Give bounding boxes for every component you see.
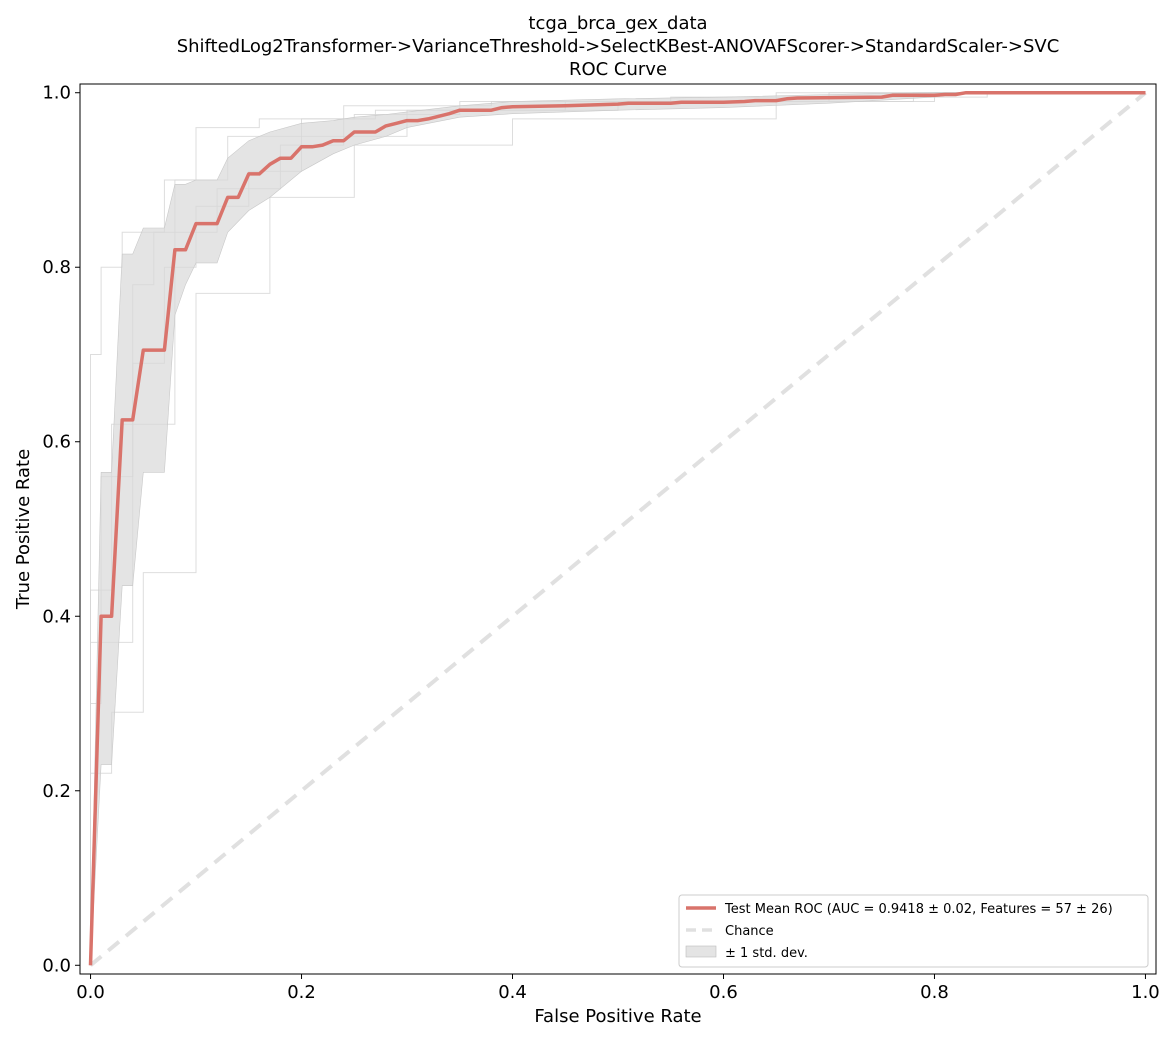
chance-layer — [89, 91, 1147, 967]
mean-roc-line — [88, 90, 1146, 966]
chart-title: tcga_brca_gex_data ShiftedLog2Transforme… — [177, 13, 1060, 80]
x-tick-label: 1.0 — [1131, 982, 1160, 1003]
chance-line — [89, 91, 1147, 967]
y-tick-label: 0.6 — [42, 432, 71, 453]
fold-roc-curve-4 — [90, 92, 1146, 966]
y-tick-label: 0.8 — [42, 257, 71, 278]
legend-swatch-std-band — [685, 945, 717, 958]
plot-area — [88, 90, 1147, 967]
chart-subtitle-roc: ROC Curve — [569, 59, 667, 80]
legend-label-mean-roc: Test Mean ROC (AUC = 0.9418 ± 0.02, Feat… — [724, 902, 1113, 917]
axes-frame — [79, 83, 1157, 975]
std-dev-band — [90, 92, 1146, 966]
x-tick-label: 0.4 — [498, 982, 527, 1003]
x-tick-label: 0.8 — [920, 982, 949, 1003]
legend: Test Mean ROC (AUC = 0.9418 ± 0.02, Feat… — [678, 894, 1149, 968]
y-tick-label: 0.4 — [42, 606, 71, 627]
x-tick-label: 0.0 — [76, 982, 105, 1003]
y-tick-label: 1.0 — [42, 83, 71, 104]
legend-label-chance: Chance — [725, 924, 774, 939]
chart-subtitle-pipeline: ShiftedLog2Transformer->VarianceThreshol… — [177, 36, 1060, 57]
x-tick-label: 0.6 — [709, 982, 738, 1003]
legend-label-std-band: ± 1 std. dev. — [725, 946, 808, 961]
x-axis-label: False Positive Rate — [534, 1006, 701, 1027]
y-tick-label: 0.2 — [42, 781, 71, 802]
std-band-layer — [90, 92, 1146, 966]
x-axis-ticks: 0.0 0.2 0.4 0.6 0.8 1.0 — [76, 974, 1160, 1003]
y-axis-label: True Positive Rate — [13, 449, 34, 610]
y-axis-ticks: 0.0 0.2 0.4 0.6 0.8 1.0 — [42, 83, 80, 976]
chart-title-line: tcga_brca_gex_data — [528, 13, 707, 34]
legend-box — [678, 894, 1149, 968]
mean-roc-layer — [88, 90, 1146, 966]
x-tick-label: 0.2 — [287, 982, 316, 1003]
y-tick-label: 0.0 — [42, 955, 71, 976]
